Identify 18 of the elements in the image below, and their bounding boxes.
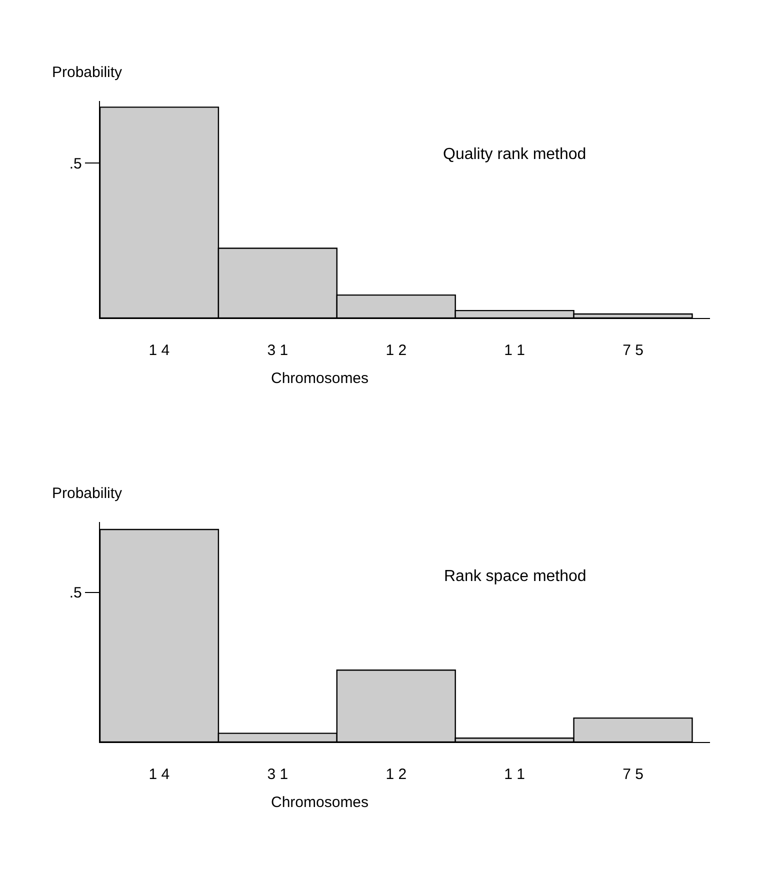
x-tick-label: 1 2 [386, 342, 407, 360]
x-axis-title: Chromosomes [271, 794, 369, 811]
y-tick-label: .5 [69, 155, 82, 172]
y-tick-label: .5 [69, 584, 82, 602]
x-tick-label: 1 4 [148, 342, 170, 360]
y-axis-title: Probability [52, 485, 123, 502]
x-tick-label: 7 5 [622, 766, 644, 784]
x-tick-label: 3 1 [267, 342, 288, 360]
x-tick-label: 7 5 [622, 342, 644, 360]
text: Quality rank method [443, 146, 586, 163]
x-tick-label: 1 4 [148, 766, 170, 784]
x-tick-label: 1 1 [504, 342, 525, 360]
text: Rank space method [444, 568, 586, 585]
x-tick-label: 3 1 [267, 766, 288, 784]
x-tick-label: 1 2 [386, 766, 407, 784]
x-tick-label: 1 1 [504, 766, 525, 784]
y-axis-title: Probability [52, 64, 123, 81]
x-axis-title: Chromosomes [271, 370, 369, 387]
